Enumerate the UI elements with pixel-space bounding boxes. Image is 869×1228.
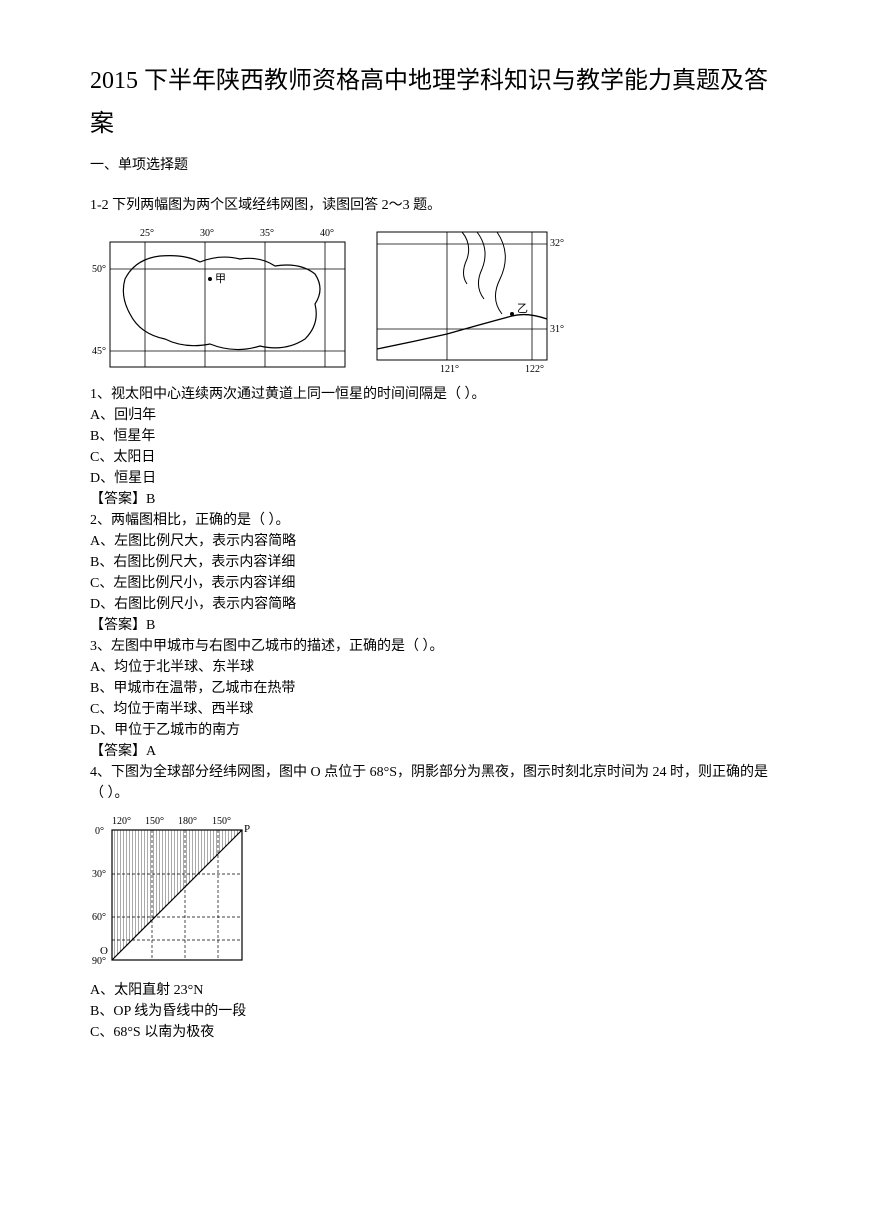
q2-answer: 【答案】B bbox=[90, 615, 779, 636]
q4-opt-a: A、太阳直射 23°N bbox=[90, 980, 779, 1001]
map1-lon-0: 25° bbox=[140, 228, 154, 239]
q3-opt-c: C、均位于南半球、西半球 bbox=[90, 699, 779, 720]
map2-lat-0: 32° bbox=[550, 238, 564, 249]
chart-lat-2: 60° bbox=[92, 912, 106, 923]
q2-opt-a: A、左图比例尺大，表示内容简略 bbox=[90, 531, 779, 552]
section-heading: 一、单项选择题 bbox=[90, 154, 779, 174]
figure-row-1: 25° 30° 35° 40° 50° 45° 甲 32° 31° 121° 1… bbox=[90, 224, 779, 374]
q1-opt-d: D、恒星日 bbox=[90, 468, 779, 489]
q3-text: 3、左图中甲城市与右图中乙城市的描述，正确的是（ ）。 bbox=[90, 636, 779, 657]
q2-opt-b: B、右图比例尺大，表示内容详细 bbox=[90, 552, 779, 573]
q1-text: 1、视太阳中心连续两次通过黄道上同一恒星的时间间隔是（ ）。 bbox=[90, 384, 779, 405]
chart-point-p: P bbox=[244, 823, 250, 835]
page-title: 2015 下半年陕西教师资格高中地理学科知识与教学能力真题及答案 bbox=[90, 60, 779, 146]
q2-opt-c: C、左图比例尺小，表示内容详细 bbox=[90, 573, 779, 594]
q3-opt-a: A、均位于北半球、东半球 bbox=[90, 657, 779, 678]
chart-lat-3: 90° bbox=[92, 956, 106, 967]
q2-opt-d: D、右图比例尺小，表示内容简略 bbox=[90, 594, 779, 615]
map2-lon-1: 122° bbox=[525, 364, 544, 374]
q4-text: 4、下图为全球部分经纬网图，图中 O 点位于 68°S，阴影部分为黑夜，图示时刻… bbox=[90, 762, 779, 804]
q4-opt-b: B、OP 线为昏线中的一段 bbox=[90, 1001, 779, 1022]
q2-text: 2、两幅图相比，正确的是（ ）。 bbox=[90, 510, 779, 531]
map1-lon-3: 40° bbox=[320, 228, 334, 239]
chart-lat-1: 30° bbox=[92, 869, 106, 880]
q1-opt-a: A、回归年 bbox=[90, 405, 779, 426]
chart-lon-1: 150° bbox=[145, 816, 164, 827]
q1-opt-c: C、太阳日 bbox=[90, 447, 779, 468]
q3-opt-b: B、甲城市在温带，乙城市在热带 bbox=[90, 678, 779, 699]
map-2: 32° 31° 121° 122° 乙 bbox=[372, 224, 572, 374]
map2-lon-0: 121° bbox=[440, 364, 459, 374]
question-intro: 1-2 下列两幅图为两个区域经纬网图，读图回答 2～3 题。 bbox=[90, 194, 779, 214]
map1-lat-1: 45° bbox=[92, 346, 106, 357]
map2-lat-1: 31° bbox=[550, 324, 564, 335]
q3-answer: 【答案】A bbox=[90, 741, 779, 762]
map1-lat-0: 50° bbox=[92, 264, 106, 275]
chart-point-o: O bbox=[100, 945, 108, 957]
chart-lon-3: 150° bbox=[212, 816, 231, 827]
q1-opt-b: B、恒星年 bbox=[90, 426, 779, 447]
map1-lon-1: 30° bbox=[200, 228, 214, 239]
map1-marker: 甲 bbox=[215, 273, 226, 285]
map-1: 25° 30° 35° 40° 50° 45° 甲 bbox=[90, 224, 352, 374]
q3-opt-d: D、甲位于乙城市的南方 bbox=[90, 720, 779, 741]
chart-lon-0: 120° bbox=[112, 816, 131, 827]
chart-q4: 120° 150° 180° 150° 0° 30° 60° 90° O P bbox=[90, 812, 779, 972]
q4-opt-c: C、68°S 以南为极夜 bbox=[90, 1022, 779, 1043]
map2-marker: 乙 bbox=[517, 302, 528, 315]
map1-lon-2: 35° bbox=[260, 228, 274, 239]
chart-lon-2: 180° bbox=[178, 816, 197, 827]
q1-answer: 【答案】B bbox=[90, 489, 779, 510]
chart-lat-0: 0° bbox=[95, 826, 104, 837]
